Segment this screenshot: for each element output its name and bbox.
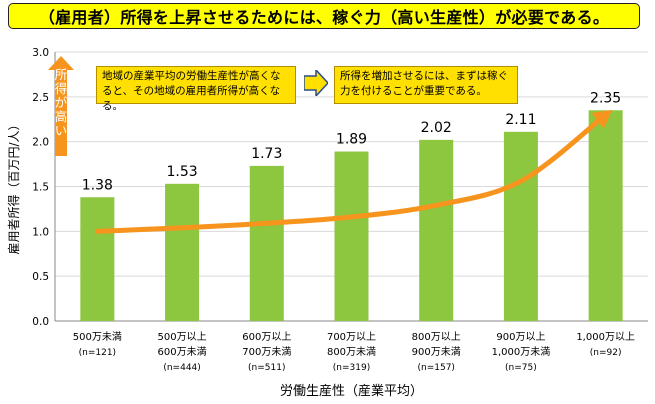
- note-right: 所得を増加させるには、まずは稼ぐ力を付けることが重要である。: [334, 66, 518, 104]
- y-tick-label: 2.0: [32, 137, 49, 149]
- x-tick-label: 700万未満: [242, 346, 291, 358]
- x-axis-label: 労働生産性（産業平均）: [280, 383, 423, 399]
- x-tick-count: (n=75): [505, 363, 537, 373]
- up-arrow-label: 所得が高い: [54, 67, 68, 138]
- x-tick-count: (n=511): [248, 363, 285, 373]
- bar: [80, 197, 115, 321]
- x-tick-count: (n=319): [333, 363, 370, 373]
- x-tick-label: 600万未満: [158, 346, 207, 358]
- bar-value-label: 1.38: [82, 177, 113, 193]
- x-tick-label: 900万以上: [496, 331, 545, 343]
- x-tick-label: 600万以上: [242, 331, 291, 343]
- y-tick-label: 1.0: [32, 226, 49, 238]
- bar-value-label: 2.35: [590, 90, 621, 106]
- x-tick-count: (n=157): [417, 363, 454, 373]
- y-tick-label: 2.5: [32, 92, 49, 104]
- x-tick-label: 900万未満: [412, 346, 461, 358]
- bar-value-label: 2.11: [505, 112, 536, 128]
- up-arrow-icon: [48, 56, 74, 156]
- x-tick-label: 500万以上: [158, 331, 207, 343]
- chart-title-banner: （雇用者）所得を上昇させるためには、稼ぐ力（高い生産性）が必要である。: [8, 3, 640, 29]
- bar: [249, 165, 284, 321]
- trend-line: [94, 112, 609, 234]
- x-tick-count: (n=121): [79, 348, 116, 358]
- x-tick-label: 800万以上: [412, 331, 461, 343]
- bar: [503, 131, 538, 321]
- y-tick-label: 0.5: [32, 271, 49, 283]
- bar: [334, 151, 369, 321]
- bar-value-label: 1.89: [336, 132, 367, 148]
- x-tick-count: (n=444): [163, 363, 200, 373]
- chart-title: （雇用者）所得を上昇させるためには、稼ぐ力（高い生産性）が必要である。: [38, 8, 610, 27]
- y-axis-label: 雇用者所得（百万円/人）: [6, 118, 21, 254]
- bar-value-label: 1.53: [166, 164, 197, 180]
- right-arrow-icon: [304, 70, 328, 96]
- x-tick-label: 500万未満: [73, 331, 122, 343]
- x-tick-count: (n=92): [590, 348, 622, 358]
- x-tick-label: 700万以上: [327, 331, 376, 343]
- bar: [165, 183, 200, 321]
- x-tick-label: 1,000万未満: [492, 346, 551, 358]
- bar-value-label: 1.73: [251, 146, 282, 162]
- y-tick-label: 1.5: [32, 182, 49, 194]
- x-tick-label: 1,000万以上: [576, 331, 635, 343]
- x-tick-label: 800万未満: [327, 346, 376, 358]
- note-left: 地域の産業平均の労働生産性が高くなると、その地域の雇用者所得が高くなる。: [96, 66, 296, 112]
- y-tick-label: 0.0: [32, 316, 49, 328]
- bar: [419, 139, 454, 321]
- bar: [588, 110, 623, 322]
- bar-value-label: 2.02: [421, 120, 452, 136]
- trend-arrowhead-icon: [591, 109, 612, 129]
- y-tick-label: 3.0: [32, 47, 49, 59]
